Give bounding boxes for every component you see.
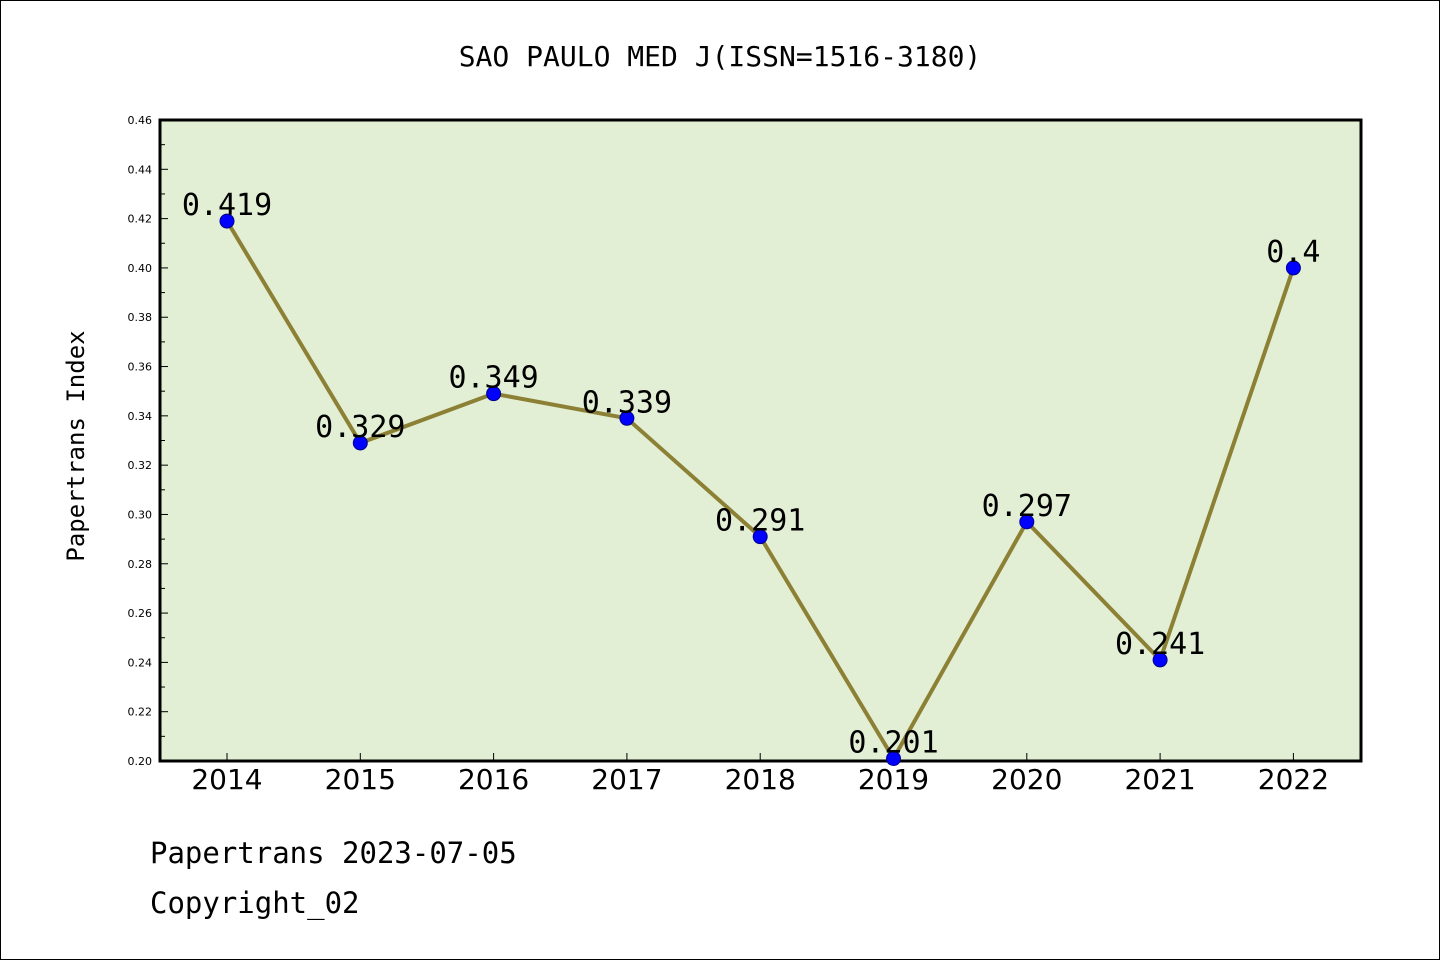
y-tick-label: 0.24 xyxy=(128,656,153,669)
data-point-2021 xyxy=(1152,652,1168,668)
data-label-2014: 0.419 xyxy=(182,188,272,223)
y-tick-label: 0.22 xyxy=(128,706,153,719)
y-tick-label: 0.44 xyxy=(128,163,153,176)
data-point-2020 xyxy=(1019,514,1035,530)
data-label-2017: 0.339 xyxy=(582,385,672,420)
data-label-2018: 0.291 xyxy=(715,504,805,539)
axis-ticks: 0.20 0.22 0.24 0.26 0.28 0.30 0.32 0.34 0.36 0.38… xyxy=(128,114,1330,796)
y-tick-label: 0.40 xyxy=(128,262,153,275)
y-tick-label: 0.20 xyxy=(128,755,153,768)
data-point-2017 xyxy=(619,410,635,426)
y-axis-label: Papertrans Index xyxy=(62,330,90,561)
data-label-2022: 0.4 xyxy=(1266,235,1320,270)
y-tick-label: 0.42 xyxy=(128,213,153,226)
data-label-2015: 0.329 xyxy=(315,410,405,445)
y-tick-label: 0.38 xyxy=(128,311,153,324)
y-tick-label: 0.36 xyxy=(128,361,153,374)
y-tick-label: 0.28 xyxy=(128,558,153,571)
x-tick-label: 2021 xyxy=(1124,763,1195,796)
footer-copyright: Copyright_02 xyxy=(150,886,360,920)
x-tick-label: 2017 xyxy=(591,763,662,796)
footer-date-line: Papertrans 2023-07-05 xyxy=(150,836,517,870)
y-tick-label: 0.46 xyxy=(128,114,153,127)
data-point-2018 xyxy=(752,529,768,545)
y-tick-label: 0.34 xyxy=(128,410,153,423)
y-tick-label: 0.26 xyxy=(128,607,153,620)
data-label-2020: 0.297 xyxy=(982,489,1072,524)
x-tick-label: 2020 xyxy=(991,763,1062,796)
x-tick-label: 2019 xyxy=(858,763,929,796)
y-tick-label: 0.32 xyxy=(128,459,153,472)
data-label-2016: 0.349 xyxy=(448,361,538,396)
data-point-2019 xyxy=(886,751,901,767)
x-tick-label: 2016 xyxy=(458,763,529,796)
data-point-2015 xyxy=(352,435,368,451)
data-label-2021: 0.241 xyxy=(1115,627,1205,662)
x-tick-label: 2022 xyxy=(1258,763,1329,796)
data-markers xyxy=(219,213,1301,767)
x-tick-label: 2018 xyxy=(725,763,796,796)
chart-title: SAO PAULO MED J(ISSN=1516-3180) xyxy=(459,40,982,73)
x-tick-label: 2015 xyxy=(325,763,396,796)
data-point-2014 xyxy=(219,213,235,229)
x-tick-label: 2014 xyxy=(191,763,262,796)
data-point-2016 xyxy=(486,386,502,402)
y-tick-label: 0.30 xyxy=(128,508,153,521)
data-labels: 0.419 0.329 0.349 0.339 0.291 0.201 0.297 0.241… xyxy=(182,188,1321,760)
data-label-2019: 0.201 xyxy=(848,726,938,761)
data-point-2022 xyxy=(1285,260,1301,276)
